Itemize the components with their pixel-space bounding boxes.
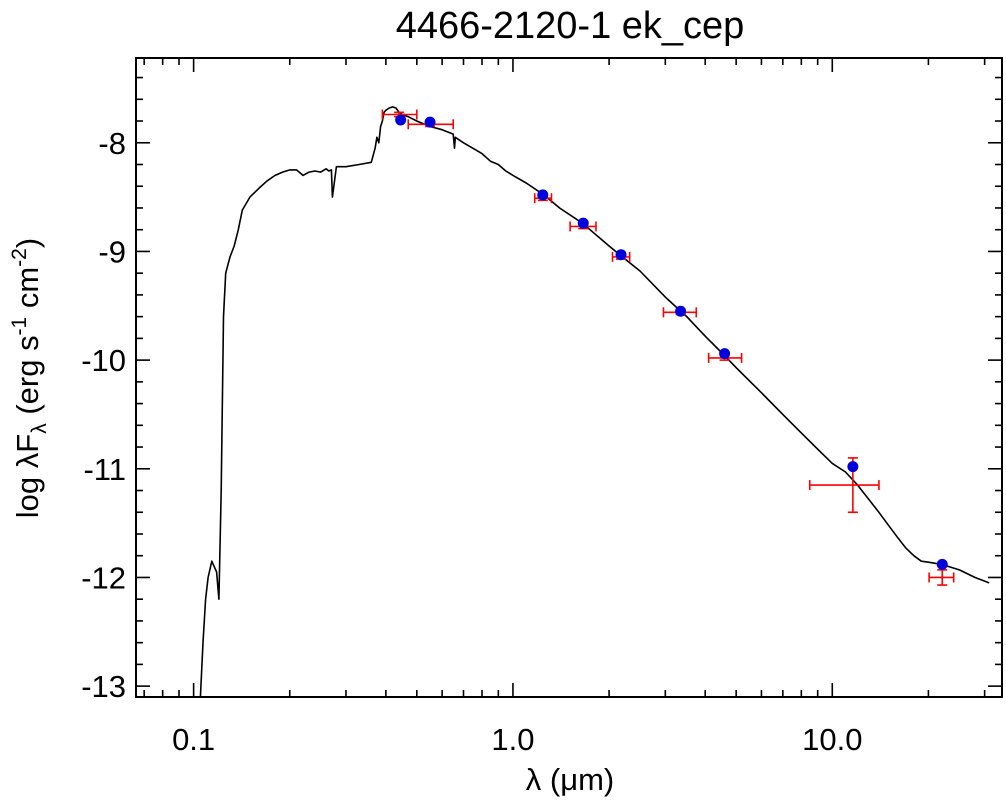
synthetic-point [719, 348, 731, 360]
y-axis-label-main: log λF [10, 434, 45, 518]
synthetic-point [537, 189, 549, 201]
synthetic-point [424, 116, 436, 128]
synthetic-point [847, 461, 859, 473]
y-tick-label: -11 [83, 452, 126, 487]
y-tick-label: -12 [81, 560, 126, 595]
y-axis-label-units-open: (erg s [10, 335, 45, 423]
y-axis-label: log λFλ (erg s-1 cm-2) [8, 238, 51, 518]
x-tick-label: 1.0 [491, 722, 534, 757]
observed-point [928, 569, 955, 586]
y-tick-label: -10 [81, 343, 126, 378]
y-tick-label: -13 [81, 669, 126, 704]
y-axis: -8 -9 -10 -11 -12 -13 [81, 76, 1002, 704]
y-tick-label: -9 [98, 234, 126, 269]
chart-title: 4466-2120-1 ek_cep [396, 5, 745, 47]
model-spectrum-line [199, 106, 990, 697]
plot-inner [199, 106, 990, 697]
plot-frame [135, 57, 1003, 698]
synthetic-point [936, 558, 948, 570]
y-tick-label: -8 [98, 126, 126, 161]
y-axis-label-units-mid: cm [10, 267, 45, 317]
y-axis-label-exp1: -1 [8, 317, 31, 336]
x-tick-label: 10.0 [802, 722, 862, 757]
y-axis-label-units-close: ) [10, 238, 45, 248]
synthetic-point [577, 217, 589, 229]
plot-area [199, 106, 990, 697]
synthetic-point [615, 249, 627, 261]
x-axis-label: λ (μm) [526, 762, 614, 797]
synthetic-point [675, 305, 687, 317]
x-tick-label: 0.1 [172, 722, 215, 757]
x-axis: 0.1 1.0 10.0 [143, 58, 986, 757]
synthetic-point [395, 114, 407, 126]
y-axis-label-exp2: -2 [8, 248, 31, 267]
observed-point [808, 457, 880, 514]
y-axis-label-sub: λ [28, 423, 51, 434]
